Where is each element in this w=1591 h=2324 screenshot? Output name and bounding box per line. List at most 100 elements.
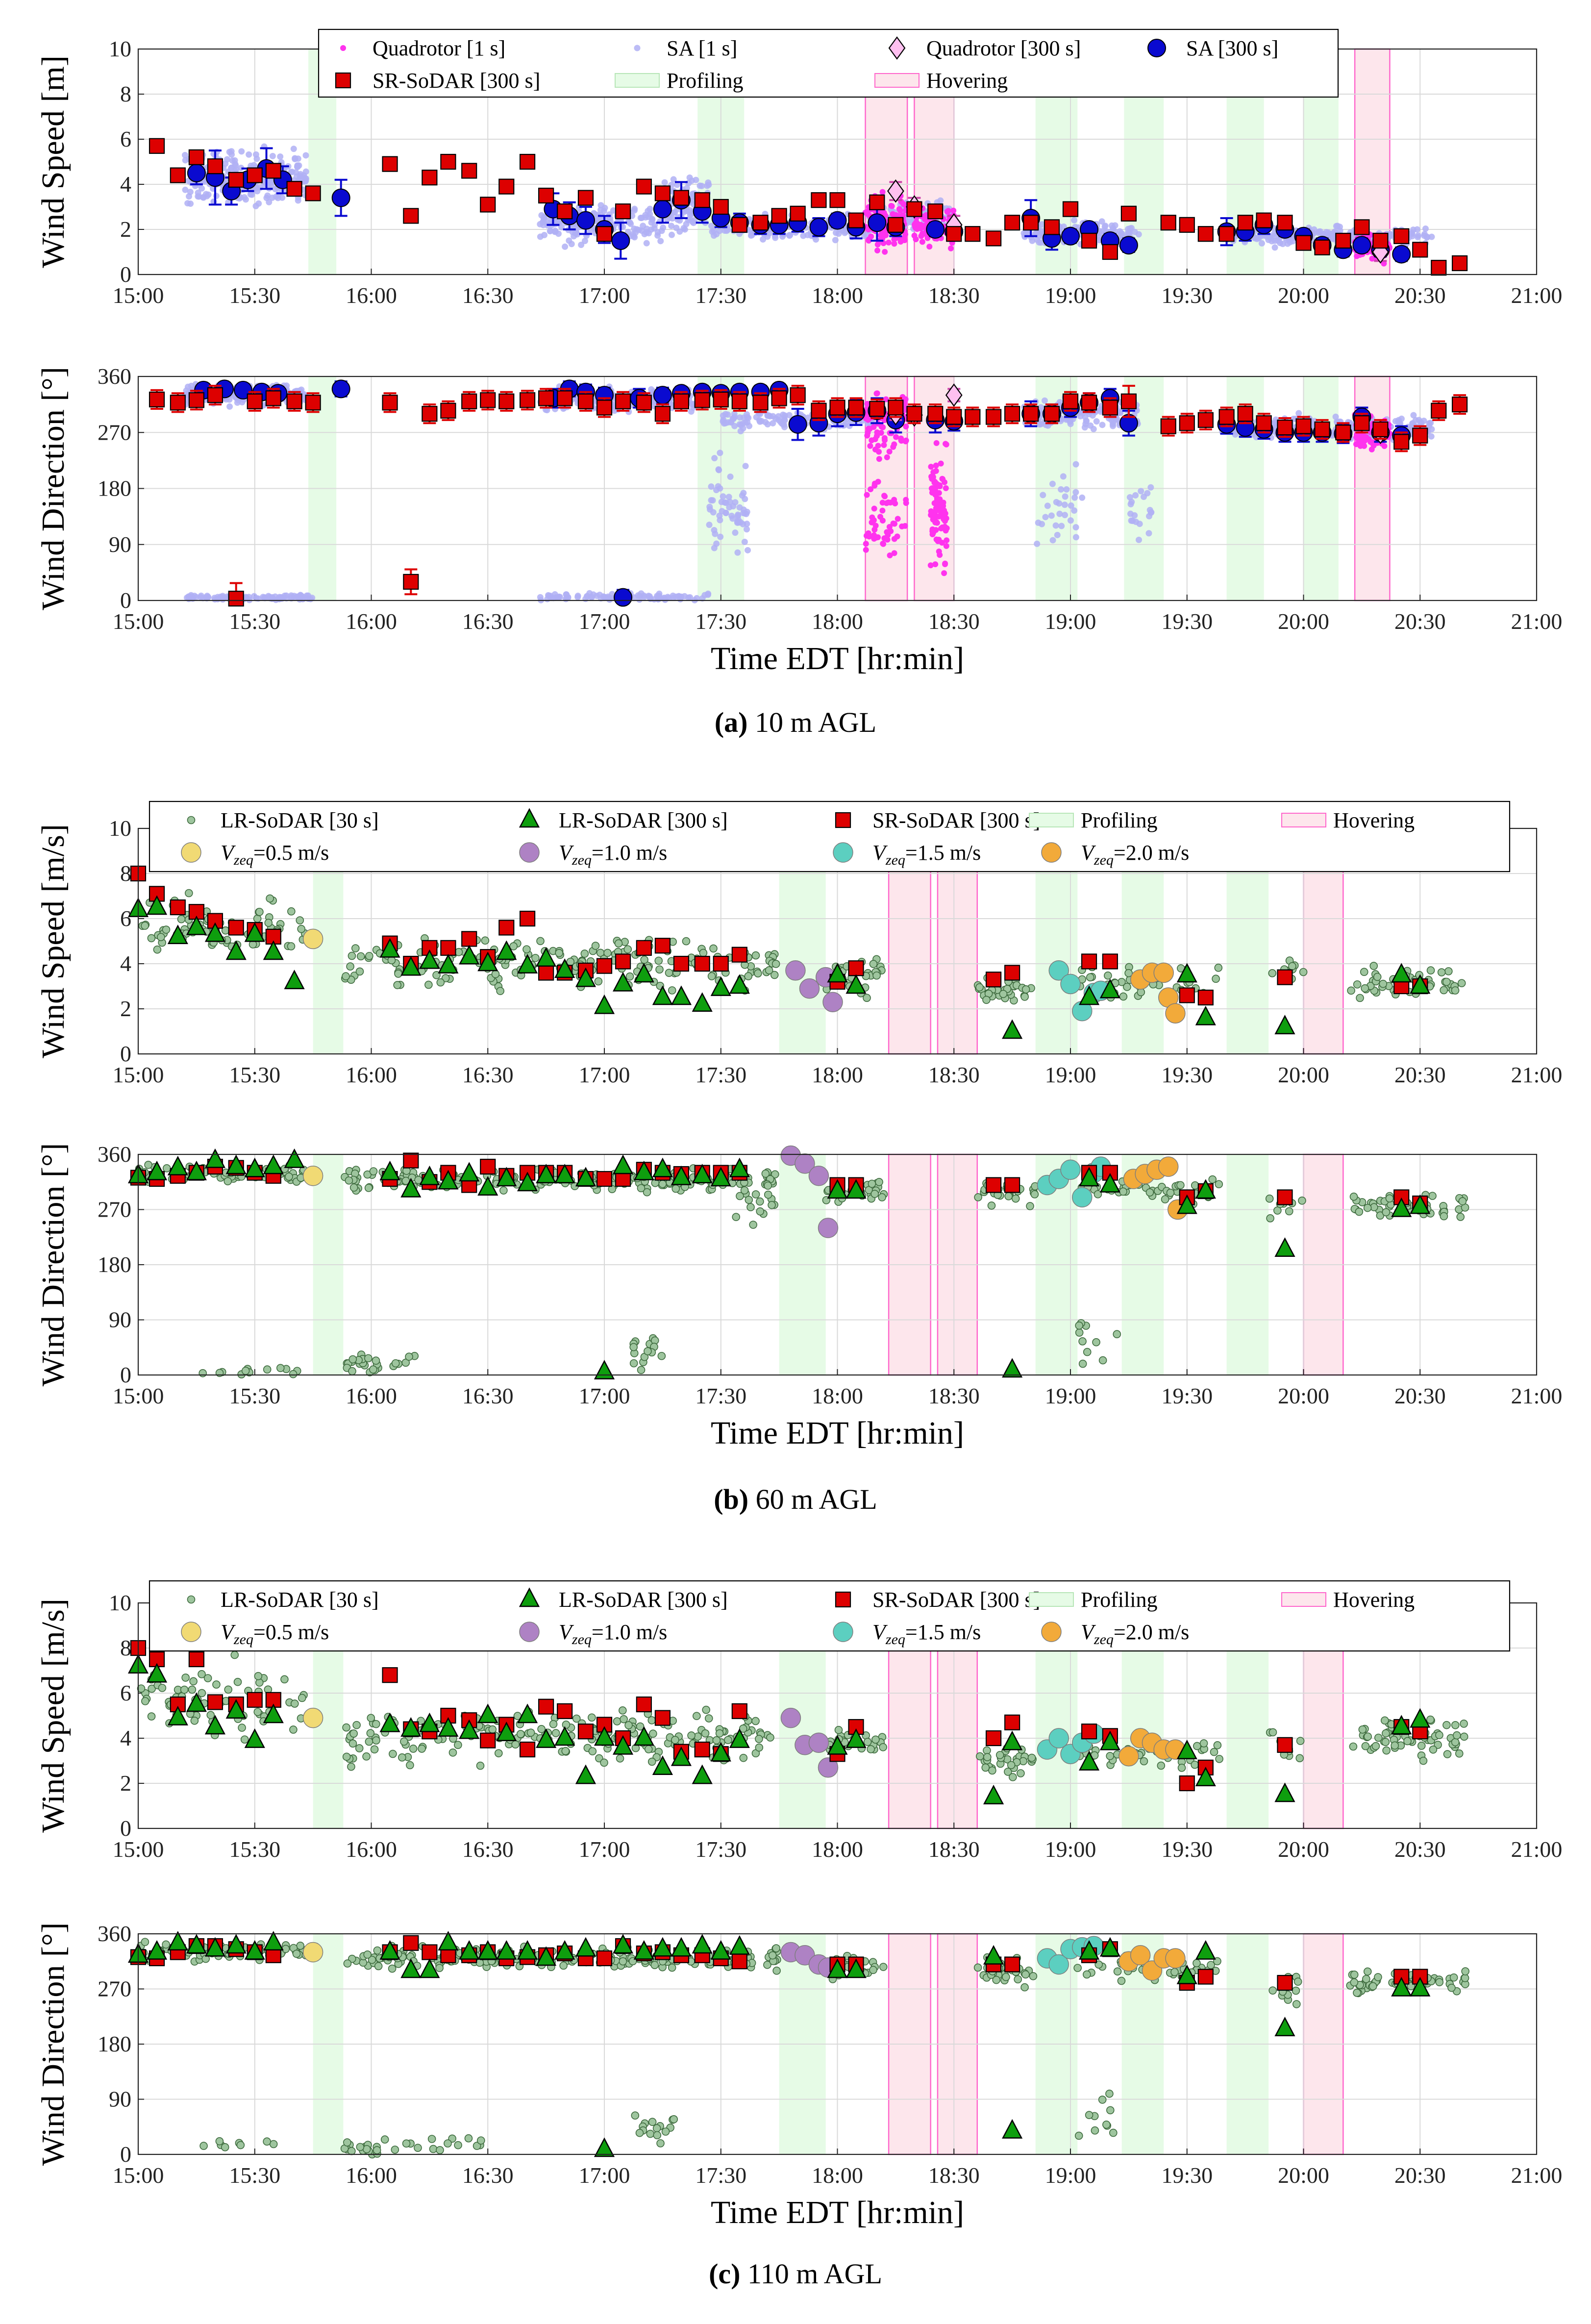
data-point bbox=[496, 987, 504, 995]
data-point bbox=[1126, 494, 1133, 500]
data-point bbox=[864, 211, 870, 217]
data-point bbox=[658, 1179, 667, 1188]
x-tick-label: 20:00 bbox=[1278, 1062, 1329, 1087]
data-point bbox=[766, 230, 772, 237]
data-point bbox=[873, 534, 879, 541]
data-point bbox=[557, 390, 573, 406]
data-point bbox=[1361, 984, 1369, 993]
data-point bbox=[876, 456, 882, 462]
data-point bbox=[1256, 415, 1272, 431]
data-point bbox=[1004, 1192, 1013, 1200]
data-point bbox=[654, 185, 671, 201]
data-point bbox=[170, 395, 186, 411]
data-point bbox=[266, 894, 274, 903]
data-point bbox=[864, 432, 870, 439]
data-point bbox=[382, 156, 398, 172]
data-point bbox=[943, 543, 949, 549]
data-point bbox=[228, 920, 244, 936]
data-point bbox=[1072, 534, 1079, 541]
x-tick-label: 16:00 bbox=[346, 609, 397, 634]
data-point bbox=[575, 204, 582, 211]
data-point bbox=[895, 516, 901, 522]
data-point bbox=[1412, 427, 1428, 444]
data-point bbox=[975, 983, 984, 992]
data-point bbox=[287, 942, 296, 950]
data-point bbox=[720, 493, 726, 500]
data-point bbox=[668, 231, 675, 238]
data-point bbox=[265, 390, 281, 406]
x-tick-label: 15:00 bbox=[113, 283, 164, 308]
x-tick-label: 16:30 bbox=[462, 609, 514, 634]
data-point bbox=[1119, 236, 1138, 255]
data-point bbox=[1100, 227, 1107, 234]
data-point bbox=[867, 425, 873, 432]
data-point bbox=[382, 395, 398, 411]
data-point bbox=[707, 972, 716, 980]
data-point bbox=[636, 395, 652, 411]
data-point bbox=[741, 538, 748, 545]
data-point bbox=[269, 152, 276, 159]
data-point bbox=[577, 190, 594, 206]
data-point bbox=[799, 978, 820, 999]
data-point bbox=[717, 450, 723, 456]
data-point bbox=[1237, 215, 1253, 231]
data-point bbox=[1295, 418, 1312, 434]
x-axis-label: Time EDT [hr:min] bbox=[711, 641, 964, 676]
data-point bbox=[771, 390, 787, 406]
data-point bbox=[835, 230, 842, 237]
data-point bbox=[305, 185, 321, 201]
data-point bbox=[882, 249, 888, 255]
data-point bbox=[731, 947, 747, 963]
data-point bbox=[348, 1355, 357, 1364]
data-point bbox=[1368, 446, 1375, 452]
data-point bbox=[1071, 494, 1078, 501]
data-point bbox=[1323, 229, 1330, 236]
data-point bbox=[1067, 421, 1074, 427]
data-point bbox=[744, 972, 753, 980]
data-point bbox=[646, 205, 653, 212]
data-point bbox=[291, 594, 298, 601]
data-point bbox=[708, 497, 715, 504]
x-tick-label: 19:30 bbox=[1161, 1383, 1213, 1408]
data-point bbox=[364, 1184, 373, 1192]
data-point bbox=[945, 208, 951, 214]
data-point bbox=[999, 990, 1008, 998]
data-point bbox=[1042, 514, 1049, 521]
data-point bbox=[930, 486, 936, 492]
data-point bbox=[653, 386, 672, 405]
data-point bbox=[965, 226, 981, 242]
x-tick-label: 16:30 bbox=[462, 1062, 514, 1087]
data-point bbox=[623, 945, 632, 953]
data-point bbox=[177, 915, 186, 924]
data-point bbox=[867, 443, 873, 449]
data-point bbox=[232, 162, 239, 169]
data-point bbox=[563, 591, 570, 598]
data-point bbox=[713, 540, 720, 547]
chart-b-speed: 15:00 15:30 16:00 16:30 17:00 17:30 18:00 18:30… bbox=[35, 800, 1562, 1087]
data-point bbox=[1372, 232, 1389, 249]
data-point bbox=[745, 1196, 753, 1204]
data-point bbox=[648, 386, 655, 393]
data-point bbox=[355, 967, 364, 976]
data-point bbox=[637, 1184, 646, 1193]
data-point bbox=[289, 1370, 298, 1378]
data-point bbox=[296, 916, 304, 925]
data-point bbox=[629, 1359, 638, 1368]
data-point bbox=[671, 209, 678, 216]
data-point bbox=[252, 151, 259, 158]
data-point bbox=[1393, 228, 1410, 244]
data-point bbox=[713, 391, 729, 408]
data-point bbox=[1356, 994, 1364, 1002]
data-point bbox=[708, 483, 715, 490]
data-point bbox=[1125, 231, 1132, 238]
data-point bbox=[694, 955, 710, 972]
data-point bbox=[615, 953, 631, 970]
data-point bbox=[297, 592, 304, 599]
data-point bbox=[147, 934, 156, 943]
data-point bbox=[879, 507, 886, 514]
data-point bbox=[440, 153, 456, 170]
data-point bbox=[756, 1207, 765, 1216]
data-point bbox=[1295, 410, 1302, 417]
data-point bbox=[942, 518, 948, 524]
y-tick-label: 180 bbox=[98, 1252, 131, 1277]
